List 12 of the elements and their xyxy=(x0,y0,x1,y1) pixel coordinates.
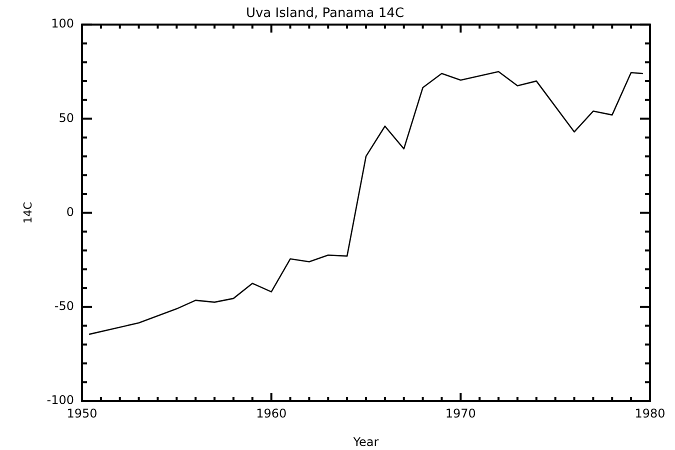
y-tick-label: -50 xyxy=(54,299,74,314)
x-tick-label: 1970 xyxy=(445,406,476,420)
chart-title: Uva Island, Panama 14C xyxy=(246,6,404,22)
y-tick-label: -100 xyxy=(46,393,74,408)
y-tick-label: 0 xyxy=(66,204,74,219)
x-axis-title: Year xyxy=(352,434,379,449)
y-axis-title: 14C xyxy=(21,202,34,224)
y-tick-label: 50 xyxy=(58,110,74,125)
y-tick-label: 100 xyxy=(51,16,74,31)
x-tick-label: 1960 xyxy=(256,406,287,420)
x-tick-label: 1950 xyxy=(66,406,98,420)
x-tick-label: 1980 xyxy=(634,406,666,420)
